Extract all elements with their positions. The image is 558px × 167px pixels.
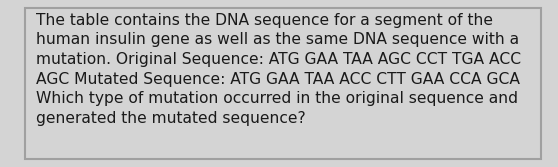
FancyBboxPatch shape: [25, 8, 541, 159]
Text: The table contains the DNA sequence for a segment of the
human insulin gene as w: The table contains the DNA sequence for …: [36, 13, 522, 126]
